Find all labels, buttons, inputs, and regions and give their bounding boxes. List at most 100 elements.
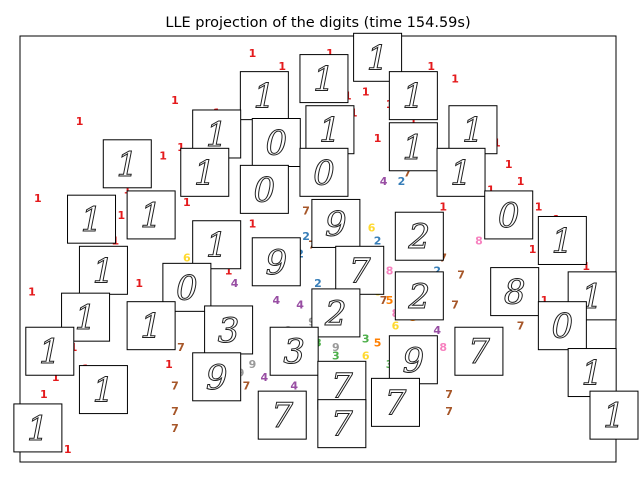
digit-point-1: 1 <box>529 243 537 256</box>
digit-point-6: 6 <box>368 222 376 235</box>
digit-thumbnail: 1 <box>180 147 230 197</box>
digit-point-9: 9 <box>332 341 340 354</box>
digit-thumbnail: 2 <box>394 211 444 261</box>
thumbnail-frame <box>239 71 289 121</box>
digit-point-7: 7 <box>171 422 179 435</box>
thumbnail-glyph: 1 <box>206 115 228 155</box>
thumbnail-glyph: 1 <box>116 145 138 185</box>
thumbnail-glyph: 1 <box>27 409 49 449</box>
thumbnail-glyph: 1 <box>140 307 162 347</box>
digit-point-1: 1 <box>362 85 370 98</box>
thumbnail-glyph: 1 <box>194 153 216 193</box>
digit-point-1: 1 <box>171 94 179 107</box>
thumbnail-glyph: 1 <box>367 38 389 78</box>
thumbnail-frame <box>102 139 152 189</box>
thumbnail-glyph: 9 <box>325 204 347 244</box>
digit-point-4: 4 <box>290 379 298 392</box>
thumbnail-glyph: 3 <box>283 332 305 372</box>
digit-thumbnail: 9 <box>388 335 438 385</box>
digit-thumbnail: 1 <box>13 403 63 453</box>
digit-point-1: 1 <box>28 286 36 299</box>
digit-point-1: 1 <box>40 388 48 401</box>
digit-point-1: 1 <box>326 47 334 60</box>
thumbnail-glyph: 2 <box>407 217 430 257</box>
digit-point-2: 2 <box>433 264 441 277</box>
thumbnail-frame <box>370 377 420 427</box>
digit-thumbnail: 9 <box>251 237 301 287</box>
digit-point-1: 1 <box>76 115 84 128</box>
digit-thumbnail: 0 <box>537 301 587 351</box>
digit-thumbnail: 1 <box>126 301 176 351</box>
thumbnail-frame <box>192 220 242 270</box>
thumbnail-glyph: 8 <box>504 273 526 313</box>
digit-point-2: 2 <box>302 230 310 243</box>
thumbnail-frame <box>317 399 367 449</box>
thumbnail-frame <box>454 326 504 376</box>
digit-point-7: 7 <box>445 405 453 418</box>
digit-thumbnail: 0 <box>239 164 289 214</box>
thumbnail-frame <box>299 54 349 104</box>
digit-thumbnail: 1 <box>436 147 486 197</box>
thumbnail-glyph: 7 <box>331 405 353 445</box>
digit-point-1: 1 <box>487 183 495 196</box>
digit-thumbnail: 1 <box>448 105 498 155</box>
thumbnail-glyph: 1 <box>93 371 115 411</box>
digit-thumbnail: 9 <box>311 198 361 248</box>
digit-point-1: 1 <box>183 196 191 209</box>
thumbnail-frame <box>388 335 438 385</box>
thumbnail-glyph: 0 <box>552 307 574 347</box>
thumbnail-glyph: 9 <box>403 341 425 381</box>
digit-point-1: 1 <box>374 132 382 145</box>
thumbnail-glyph: 1 <box>313 60 335 100</box>
digit-point-8: 8 <box>475 234 483 247</box>
digit-point-9: 9 <box>249 358 257 371</box>
thumbnail-glyph: 1 <box>319 111 341 151</box>
thumbnail-glyph: 7 <box>271 396 293 436</box>
thumbnail-glyph: 1 <box>140 196 162 236</box>
digit-point-2: 2 <box>314 277 322 290</box>
digit-thumbnail: 1 <box>102 139 152 189</box>
digit-point-2: 2 <box>398 175 406 188</box>
thumbnail-glyph: 7 <box>468 332 490 372</box>
thumbnail-frame <box>78 365 128 415</box>
digit-point-1: 1 <box>64 443 72 456</box>
thumbnail-frame <box>204 305 254 355</box>
digit-point-7: 7 <box>404 166 412 179</box>
thumbnail-glyph: 0 <box>176 268 198 308</box>
digit-thumbnail: 1 <box>126 190 176 240</box>
thumbnail-frame <box>257 390 307 440</box>
digit-point-1: 1 <box>165 358 173 371</box>
digit-thumbnail: 3 <box>269 326 319 376</box>
thumbnail-frame <box>311 198 361 248</box>
digit-point-6: 6 <box>183 252 191 265</box>
digit-point-1: 1 <box>177 141 185 154</box>
thumbnail-frame <box>251 237 301 287</box>
thumbnail-frame <box>537 301 587 351</box>
digit-thumbnail: 7 <box>454 326 504 376</box>
digit-point-7: 7 <box>302 205 310 218</box>
digit-point-7: 7 <box>451 298 459 311</box>
thumbnail-glyph: 2 <box>324 294 347 334</box>
digit-point-7: 7 <box>445 388 453 401</box>
digit-thumbnail: 8 <box>490 267 540 317</box>
thumbnail-frame <box>388 122 438 172</box>
thumbnail-glyph: 1 <box>462 111 484 151</box>
thumbnail-glyph: 0 <box>313 153 335 193</box>
thumbnail-glyph: 1 <box>254 77 276 117</box>
plot-frame <box>19 35 617 463</box>
digit-point-6: 6 <box>392 320 400 333</box>
digit-thumbnail: 1 <box>25 326 75 376</box>
thumbnail-frame <box>335 245 385 295</box>
digit-thumbnail: 1 <box>388 71 438 121</box>
digit-thumbnail: 0 <box>251 118 301 167</box>
digit-thumbnail: 1 <box>589 390 639 440</box>
thumbnail-frame <box>311 288 361 338</box>
thumbnail-frame <box>436 147 486 197</box>
digit-point-1: 1 <box>135 277 143 290</box>
digit-point-7: 7 <box>380 294 388 307</box>
digit-thumbnail: 1 <box>78 365 128 415</box>
thumbnail-glyph: 7 <box>331 366 353 406</box>
digit-thumbnail: 1 <box>299 54 349 104</box>
digit-thumbnail: 1 <box>78 245 128 295</box>
